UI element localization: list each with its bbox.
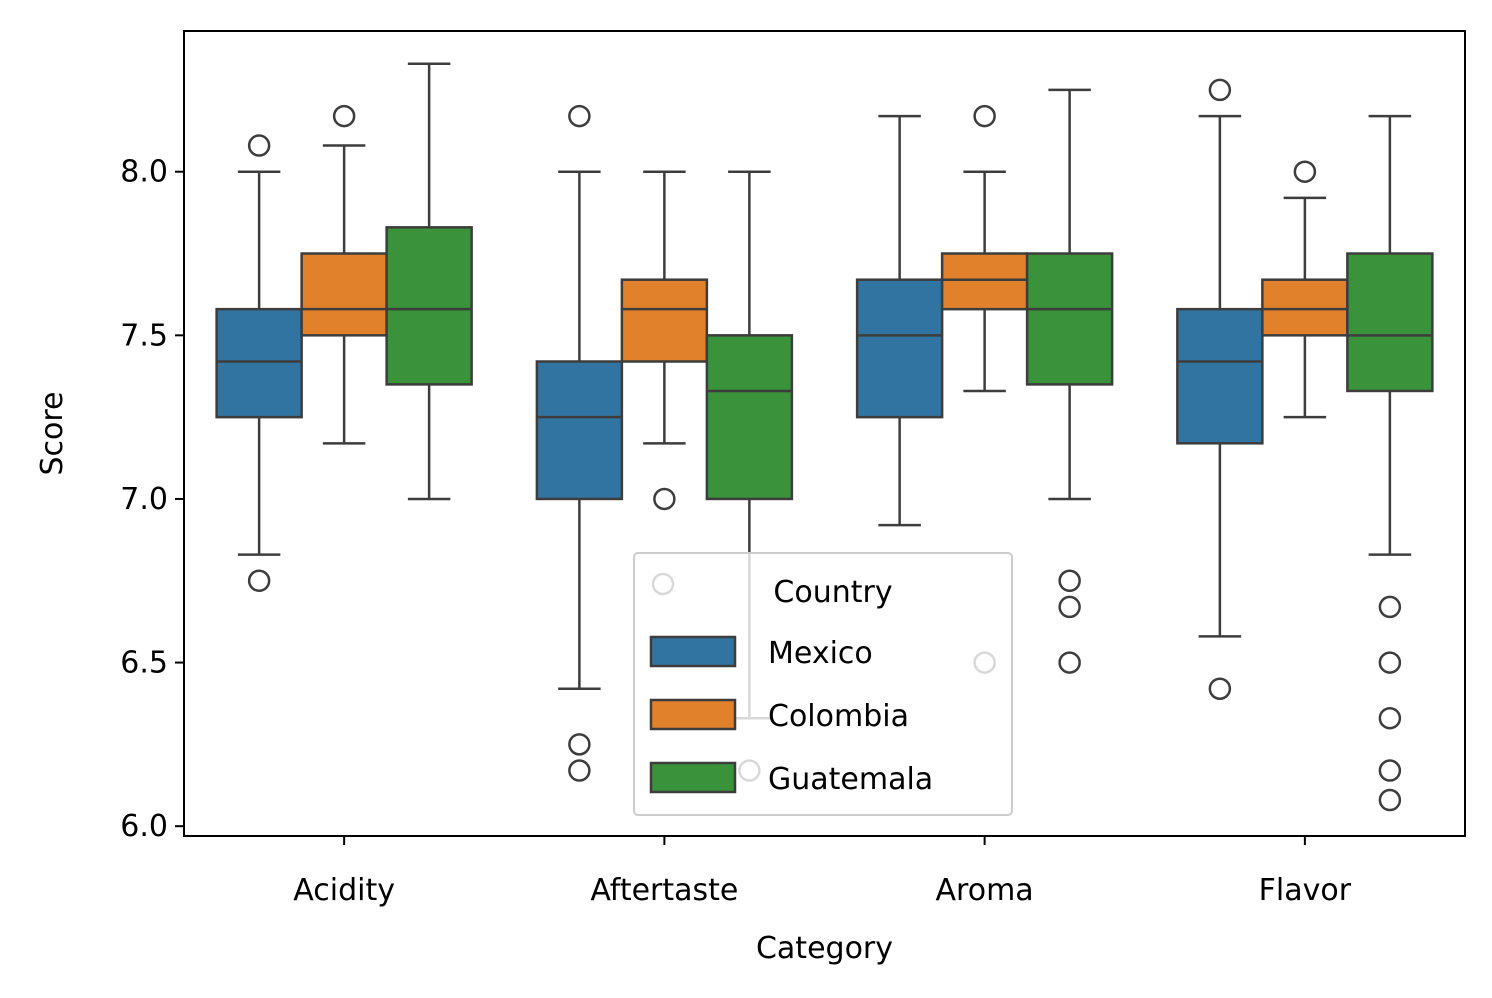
- box-colombia-aroma: [940, 104, 1029, 674]
- outlier-point: [568, 104, 591, 128]
- y-tick-label: 6.5: [120, 646, 168, 681]
- outlier-point: [1058, 595, 1081, 619]
- y-tick-label: 7.5: [120, 318, 168, 353]
- x-tick-label: Aroma: [936, 873, 1034, 908]
- box-body: [1346, 252, 1434, 393]
- box-colombia-flavor: [1261, 160, 1349, 419]
- outlier-point: [1378, 759, 1402, 782]
- outlier-point: [568, 759, 591, 782]
- box-body: [1176, 307, 1264, 445]
- box-mexico-aroma: [855, 114, 944, 527]
- outlier-point: [1378, 788, 1402, 812]
- outlier-point: [247, 569, 271, 593]
- box-body: [1261, 278, 1349, 337]
- legend-outlier-marker: [651, 572, 675, 596]
- box-guatemala-flavor: [1346, 114, 1434, 812]
- axes-frame: [183, 30, 1466, 837]
- outlier-point: [1058, 569, 1081, 593]
- box-body: [535, 360, 624, 501]
- box-body: [855, 278, 944, 419]
- x-tick-label: Aftertaste: [590, 873, 738, 908]
- outlier-point: [568, 733, 591, 756]
- x-tick-label: Flavor: [1259, 873, 1352, 908]
- outlier-point: [1378, 595, 1402, 619]
- legend: Country Mexico Colombia Guatemala: [633, 552, 1013, 816]
- box-mexico-aftertaste: [535, 104, 624, 782]
- box-body: [1025, 252, 1114, 386]
- outlier-point: [1293, 160, 1317, 183]
- box-mexico-acidity: [215, 134, 303, 593]
- y-axis-label: Score: [35, 391, 70, 475]
- box-body: [705, 334, 794, 501]
- y-tick-label: 6.0: [120, 809, 168, 844]
- legend-swatch-mexico: [649, 635, 737, 668]
- outlier-point: [1058, 651, 1081, 674]
- legend-label-mexico: Mexico: [768, 636, 873, 671]
- outlier-point: [1208, 78, 1232, 102]
- box-body: [620, 278, 709, 363]
- box-mexico-flavor: [1176, 78, 1264, 700]
- outlier-point: [1378, 706, 1402, 730]
- box-colombia-acidity: [300, 104, 388, 445]
- legend-box: [633, 552, 1013, 816]
- outlier-point: [332, 104, 356, 128]
- outlier-point: [653, 487, 676, 511]
- x-axis-label: Category: [756, 931, 893, 966]
- box-colombia-aftertaste: [620, 170, 709, 511]
- legend-label-guatemala: Guatemala: [768, 762, 933, 797]
- outlier-point: [973, 104, 996, 128]
- y-tick-label: 8.0: [120, 155, 168, 190]
- plot-area: [215, 62, 1434, 812]
- legend-swatch-guatemala: [649, 761, 737, 794]
- box-body: [300, 252, 388, 337]
- outlier-point: [1378, 651, 1402, 674]
- axes: 6.0 6.5 7.0 7.5 8.0 Acidity Aftertaste Aroma Fla…: [35, 30, 1466, 966]
- box-guatemala-acidity: [385, 62, 473, 501]
- box-body: [385, 226, 473, 386]
- y-tick-label: 7.0: [120, 482, 168, 517]
- outlier-point: [247, 134, 271, 157]
- legend-swatch-colombia: [649, 698, 737, 731]
- box-body: [215, 307, 303, 419]
- box-guatemala-aroma: [1025, 88, 1114, 674]
- legend-title: Country: [773, 575, 892, 610]
- legend-label-colombia: Colombia: [768, 699, 909, 734]
- box-body: [940, 252, 1029, 311]
- outlier-point: [1208, 677, 1232, 700]
- x-tick-label: Acidity: [293, 873, 395, 908]
